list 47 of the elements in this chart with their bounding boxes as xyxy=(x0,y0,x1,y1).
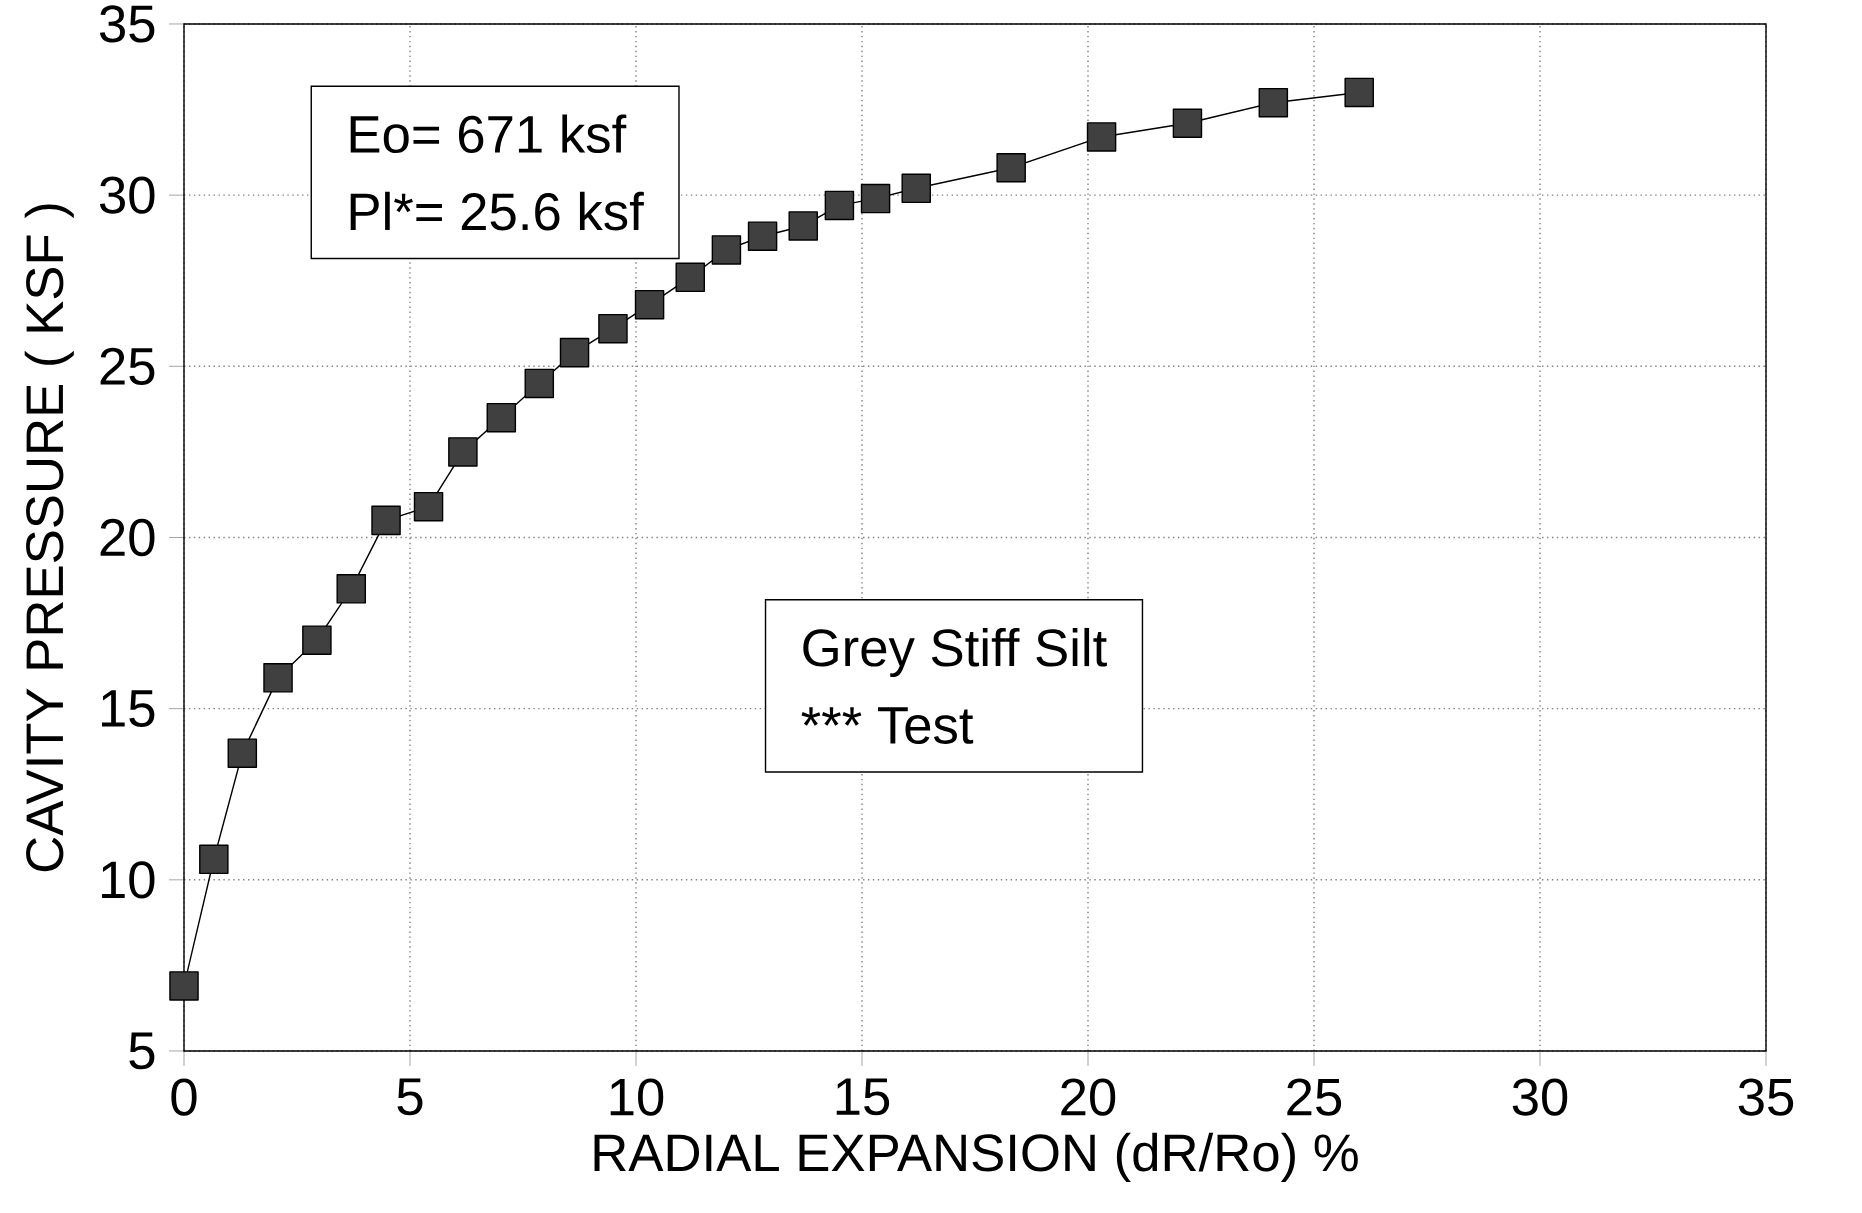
point xyxy=(901,173,932,204)
x-tick-label: 25 xyxy=(1287,1078,1342,1116)
x-tick-label: 10 xyxy=(610,1078,664,1116)
y-tick-label: 10 xyxy=(101,861,155,899)
point xyxy=(448,437,478,467)
point xyxy=(824,190,855,221)
y-tick-label: 20 xyxy=(100,518,155,557)
point xyxy=(227,738,258,768)
point xyxy=(524,368,555,399)
point xyxy=(413,491,444,522)
point xyxy=(860,183,891,214)
x-axis-title: RADIAL EXPANSION (dR/Ro) % xyxy=(594,1132,1358,1182)
point xyxy=(711,235,742,265)
x-tick-label: 15 xyxy=(836,1078,890,1116)
annotation: *** Test xyxy=(801,707,974,744)
point xyxy=(675,262,706,293)
point xyxy=(371,505,401,536)
point xyxy=(1172,108,1203,139)
point xyxy=(263,663,293,693)
point xyxy=(486,402,517,433)
point xyxy=(1258,87,1289,118)
point xyxy=(788,211,819,241)
point xyxy=(1086,122,1117,152)
annotation: Pl*= 25.6 ksf xyxy=(350,191,644,231)
y-tick-label: 25 xyxy=(100,347,155,385)
y-tick-label: 30 xyxy=(99,176,155,214)
x-tick-label: 5 xyxy=(397,1078,423,1116)
y-axis-title: CAVITY PRESSURE ( KSF ) xyxy=(24,204,74,872)
annotation: Grey Stiff Silt xyxy=(803,627,1107,678)
x-tick-label: 20 xyxy=(1061,1078,1116,1116)
point xyxy=(169,971,199,1001)
x-tick-label: 35 xyxy=(1738,1078,1794,1116)
x-tick-label: 0 xyxy=(171,1078,197,1116)
y-tick-label: 15 xyxy=(101,690,155,728)
y-tick-label: 5 xyxy=(129,1032,155,1070)
point xyxy=(598,313,628,344)
point xyxy=(996,153,1026,183)
y-tick-label: 35 xyxy=(99,5,155,43)
point xyxy=(634,289,665,320)
point xyxy=(747,221,778,251)
x-tick-label: 30 xyxy=(1512,1078,1568,1116)
point xyxy=(1344,77,1374,108)
annotation: Eo= 671 ksf xyxy=(350,114,627,154)
point xyxy=(302,625,332,655)
point xyxy=(559,337,590,368)
point xyxy=(336,574,367,604)
point xyxy=(199,844,229,875)
